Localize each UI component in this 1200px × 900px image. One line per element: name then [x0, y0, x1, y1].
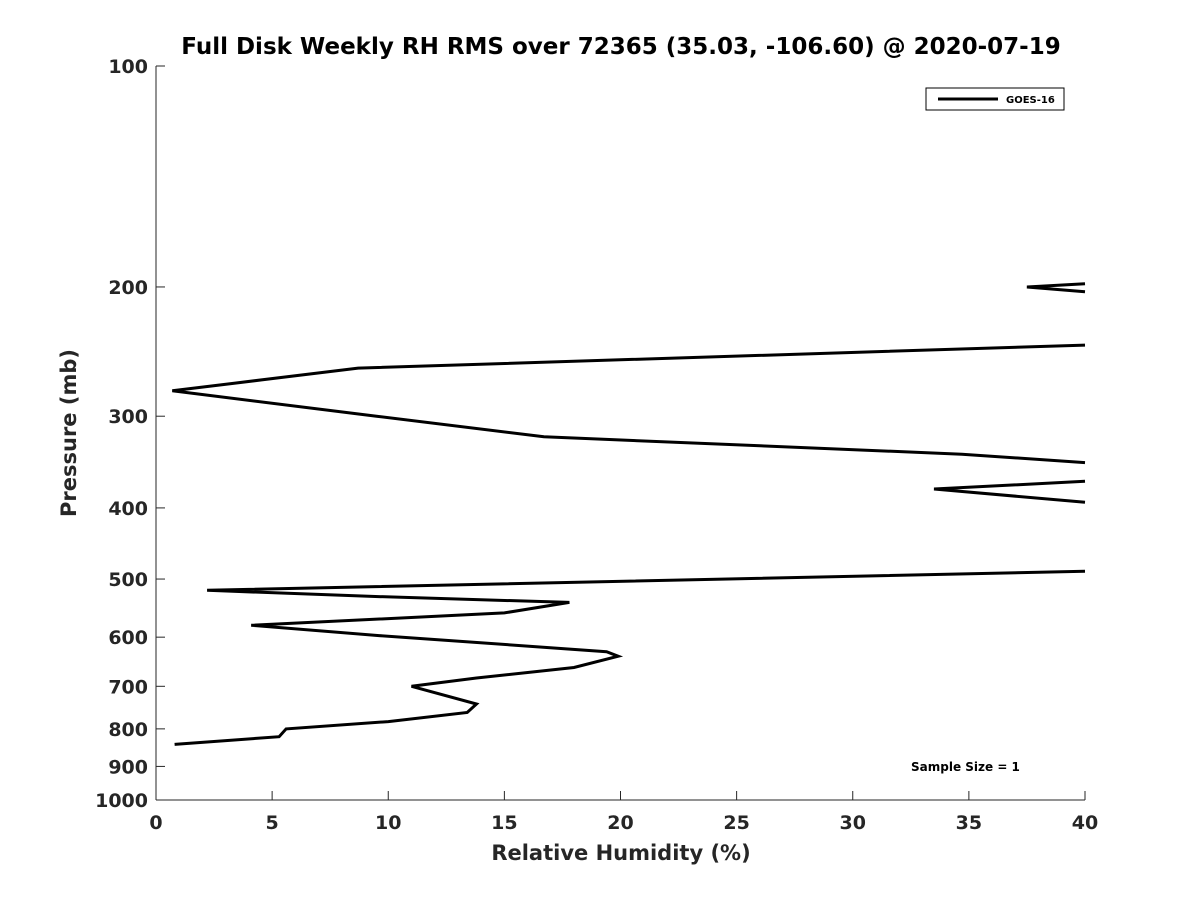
legend-label-goes-16: GOES-16 [1006, 95, 1055, 106]
y-tick-label-900: 900 [108, 756, 148, 778]
y-tick-label-1000: 1000 [95, 790, 148, 812]
x-tick-label-35: 35 [956, 812, 982, 834]
y-tick-label-500: 500 [108, 569, 148, 591]
series-line-goes-16-segment-1 [1026, 282, 1086, 294]
legend: GOES-16 [925, 87, 1065, 111]
x-tick-label-0: 0 [149, 812, 162, 834]
x-tick-label-20: 20 [607, 812, 633, 834]
x-tick-label-30: 30 [840, 812, 866, 834]
series-line-goes-16-segment-4 [174, 569, 1086, 746]
chart-title: Full Disk Weekly RH RMS over 72365 (35.0… [181, 34, 1060, 60]
x-tick-label-25: 25 [723, 812, 749, 834]
y-tick-label-100: 100 [108, 56, 148, 78]
x-tick-label-15: 15 [491, 812, 517, 834]
y-tick-label-200: 200 [108, 277, 148, 299]
x-tick-label-5: 5 [266, 812, 279, 834]
axes: 0 5 10 15 20 25 30 35 40 100 200 300 400 500 600 700 800… [95, 56, 1098, 834]
series-line-goes-16-segment-3 [933, 479, 1086, 504]
series-lines [172, 282, 1086, 746]
x-tick-label-40: 40 [1072, 812, 1098, 834]
y-tick-label-700: 700 [108, 676, 148, 698]
y-tick-label-400: 400 [108, 498, 148, 520]
y-tick-label-600: 600 [108, 627, 148, 649]
x-tick-label-10: 10 [375, 812, 401, 834]
sample-size-annotation: Sample Size = 1 [911, 760, 1020, 774]
y-tick-label-300: 300 [108, 406, 148, 428]
y-tick-label-800: 800 [108, 719, 148, 741]
y-axis-label: Pressure (mb) [57, 349, 81, 517]
series-line-goes-16-segment-2 [172, 343, 1086, 465]
x-axis-label: Relative Humidity (%) [491, 841, 750, 865]
